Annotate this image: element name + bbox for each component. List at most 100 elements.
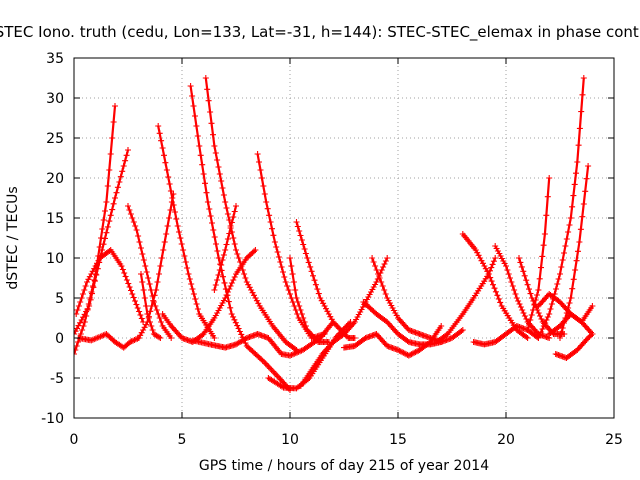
data-series [155,123,218,341]
data-point-marker [92,263,99,269]
data-point-marker [220,192,227,198]
data-point-marker [79,327,86,333]
data-point-marker [314,286,321,293]
data-point-marker [275,254,282,260]
data-point-marker [160,247,167,253]
y-tick-label: -5 [50,371,64,387]
data-point-marker [135,233,142,239]
data-series [265,319,337,359]
data-point-marker [181,253,188,259]
x-tick-label: 10 [281,432,299,448]
data-point-marker [143,321,149,328]
data-point-marker [375,271,382,277]
x-tick-label: 15 [389,432,407,448]
data-series [189,331,272,351]
data-series [75,331,142,351]
data-series [202,75,300,353]
data-point-marker [543,212,550,219]
data-point-marker [204,86,211,93]
data-point-marker [230,313,237,320]
data-point-marker [563,236,570,242]
data-point-marker [523,334,530,340]
data-point-marker [300,241,307,248]
data-point-marker [297,232,304,239]
data-point-marker [209,220,215,226]
data-point-marker [577,226,584,233]
data-point-marker [287,255,293,261]
data-point-marker [109,206,116,213]
data-point-marker [120,163,127,169]
data-point-marker [287,291,293,297]
data-point-marker [104,183,111,189]
data-point-marker [185,271,192,277]
data-point-marker [524,281,531,288]
data-point-marker [112,103,118,109]
data-point-marker [474,249,481,256]
data-point-marker [518,263,525,270]
data-point-marker [384,255,391,261]
data-point-marker [123,152,130,159]
data-point-marker [235,325,242,332]
data-point-marker [156,271,162,277]
data-point-marker [102,208,108,214]
data-point-marker [167,188,174,194]
data-point-marker [194,306,201,312]
data-point-marker [158,137,165,144]
data-point-marker [158,319,165,325]
data-point-marker [546,175,553,181]
data-point-marker [302,323,309,329]
data-point-marker [516,255,522,261]
x-tick-label: 5 [178,432,187,448]
data-point-marker [157,335,164,341]
data-point-marker [223,205,230,211]
data-point-marker [270,232,277,239]
data-point-marker [538,329,545,335]
y-tick-label: 10 [46,251,64,267]
data-point-marker [239,267,246,273]
data-point-marker [127,211,134,217]
data-point-marker [280,269,286,275]
data-point-marker [140,257,147,263]
data-point-marker [114,184,121,191]
data-point-marker [369,255,376,261]
data-point-marker [161,239,168,245]
data-point-marker [77,299,84,305]
data-point-marker [210,227,217,233]
data-point-marker [325,311,332,317]
data-point-marker [266,212,273,219]
data-point-marker [488,264,495,271]
data-point-marker [557,271,563,277]
data-point-marker [289,271,296,277]
data-point-marker [535,335,542,341]
data-point-marker [443,332,450,338]
data-point-marker [151,292,158,299]
data-point-marker [232,319,239,326]
data-point-marker [538,316,545,322]
data-point-marker [517,304,524,310]
data-point-marker [211,143,218,149]
data-point-marker [380,264,387,270]
data-point-marker [540,323,547,329]
data-point-marker [178,241,185,247]
data-point-marker [516,301,523,307]
data-point-marker [509,283,516,289]
data-point-marker [366,304,373,311]
data-point-marker [555,276,562,282]
data-series [265,319,354,392]
data-point-marker [576,239,583,245]
data-point-marker [188,281,195,287]
data-point-marker [378,279,385,285]
data-point-marker [122,157,129,164]
data-point-marker [235,255,242,261]
data-point-marker [480,260,486,267]
data-point-marker [548,301,555,307]
data-point-marker [328,316,335,323]
data-point-marker [219,257,226,263]
data-point-marker [74,347,79,353]
data-point-marker [222,286,229,293]
data-series [187,83,293,393]
data-point-marker [511,287,518,293]
data-point-marker [285,287,292,293]
data-point-marker [231,208,238,215]
data-point-marker [580,75,587,81]
